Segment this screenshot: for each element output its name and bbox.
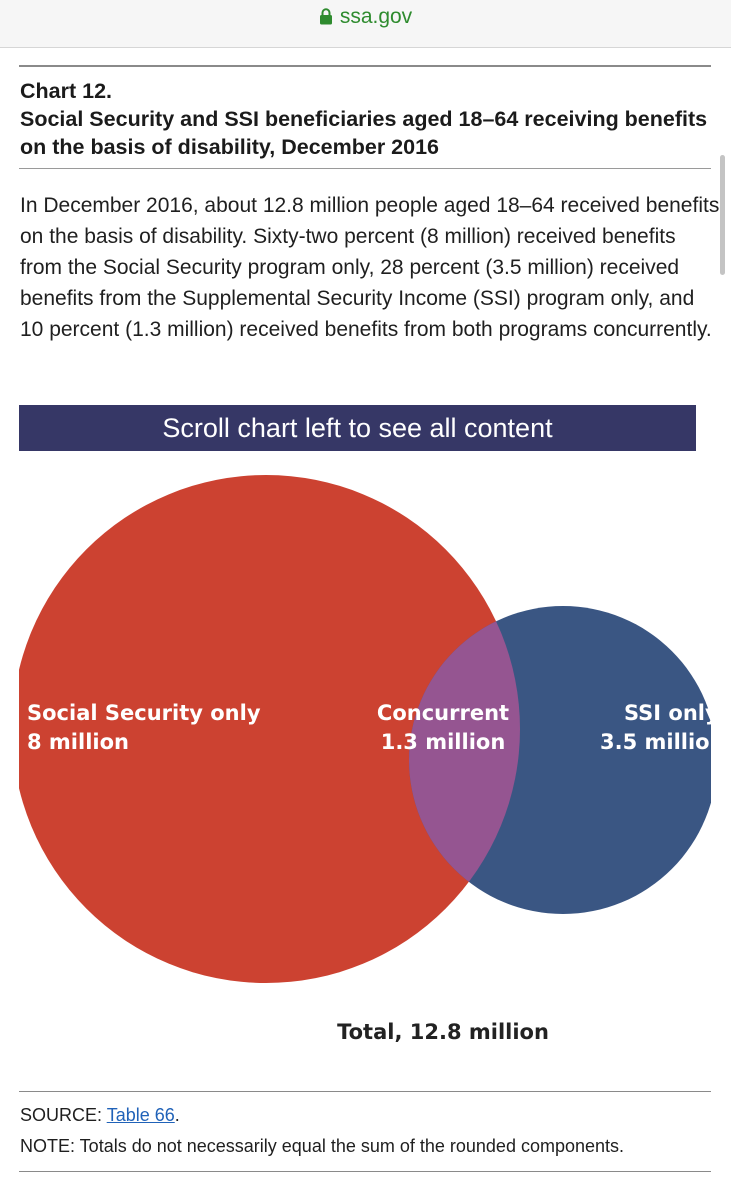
source-line: SOURCE: Table 66. xyxy=(20,1105,180,1126)
footer-divider-top xyxy=(19,1091,711,1092)
chart-heading: Social Security and SSI beneficiaries ag… xyxy=(20,107,708,159)
venn-chart[interactable]: Social Security only 8 million Concurren… xyxy=(0,455,731,1075)
top-divider xyxy=(19,65,711,67)
chart-description: In December 2016, about 12.8 million peo… xyxy=(20,194,720,341)
source-suffix: . xyxy=(174,1105,180,1125)
concurrent-value: 1.3 million xyxy=(381,730,506,754)
source-prefix: SOURCE: xyxy=(20,1105,107,1125)
url-display[interactable]: ssa.gov xyxy=(319,5,412,29)
url-text: ssa.gov xyxy=(339,4,413,28)
source-table-link[interactable]: Table 66 xyxy=(106,1105,175,1125)
venn-intersection xyxy=(409,606,520,914)
scroll-hint-banner: Scroll chart left to see all content xyxy=(19,405,696,451)
ssi-label: SSI only xyxy=(624,701,719,725)
ssi-value: 3.5 million xyxy=(600,730,725,754)
ss-label: Social Security only xyxy=(27,701,261,725)
title-divider xyxy=(19,168,711,169)
concurrent-label: Concurrent xyxy=(377,701,509,725)
venn-circle-social-security xyxy=(19,475,520,983)
browser-url-bar[interactable]: ssa.gov xyxy=(0,0,731,48)
venn-chart-svg: Social Security only 8 million Concurren… xyxy=(19,475,725,1044)
chart-number: Chart 12. xyxy=(20,79,113,103)
footer-divider-bottom xyxy=(19,1171,711,1172)
note-text: NOTE: Totals do not necessarily equal th… xyxy=(20,1136,625,1156)
ss-value: 8 million xyxy=(27,730,129,754)
page-scrollbar[interactable] xyxy=(720,155,725,275)
lock-icon xyxy=(319,8,332,25)
chart-title: Chart 12. Social Security and SSI benefi… xyxy=(20,77,710,161)
total-label: Total, 12.8 million xyxy=(337,1020,549,1044)
